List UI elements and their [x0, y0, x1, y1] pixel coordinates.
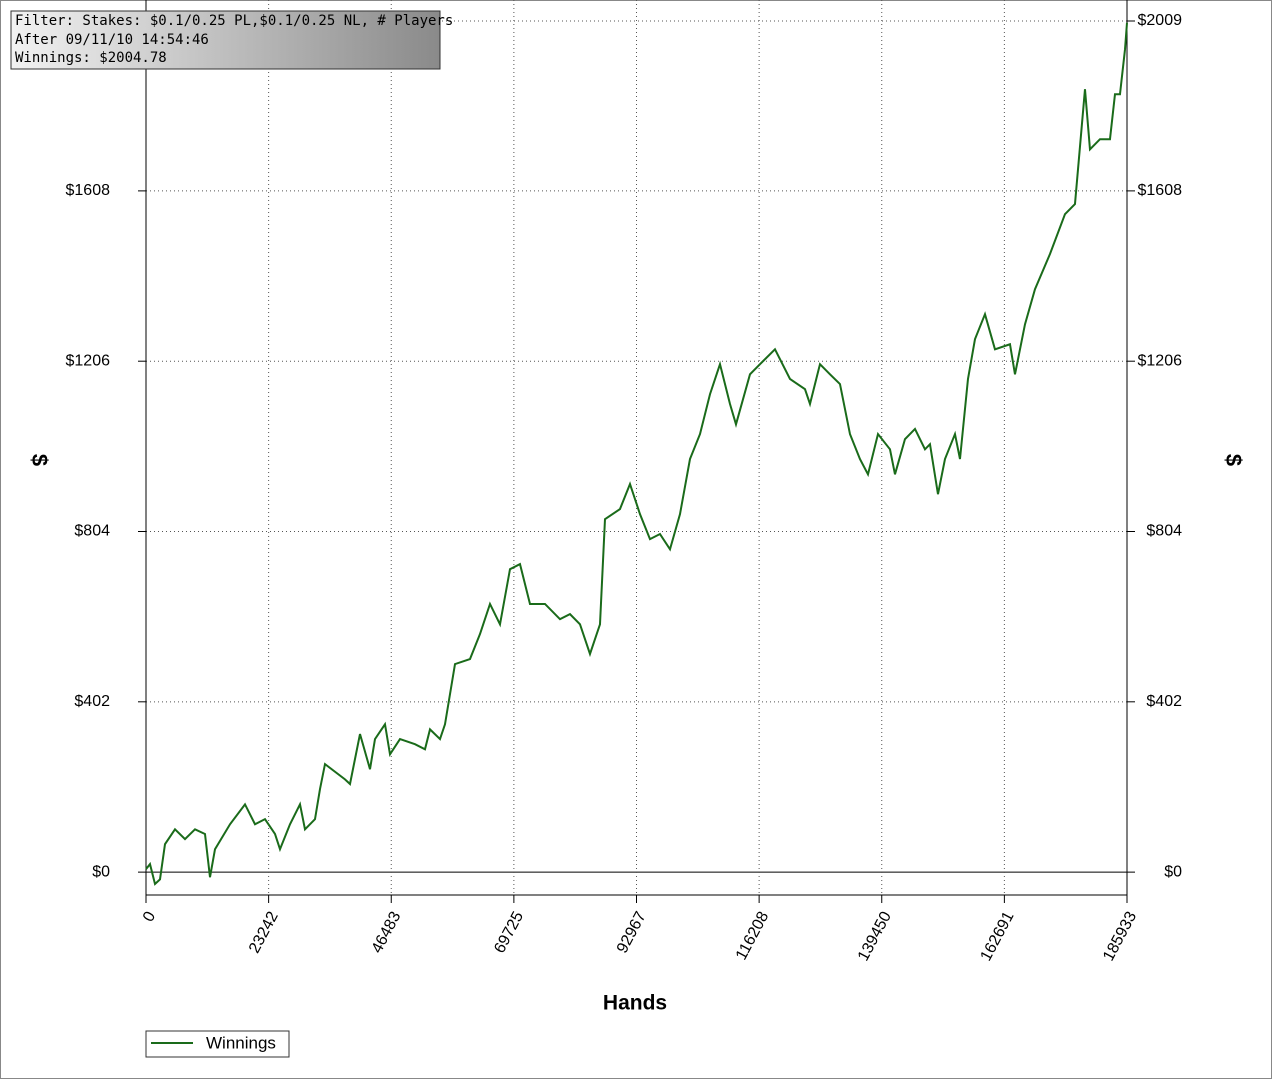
legend-label: Winnings — [206, 1033, 276, 1052]
legend: Winnings — [145, 1030, 290, 1058]
plot: $0 $0 $402 $402 $804 $804 $1206 $1206 $1608 $1608… — [66, 0, 1183, 964]
y-axis-label: $ — [27, 454, 52, 466]
y2-tick-label: $804 — [1146, 523, 1182, 540]
info-line: Winnings: $2004.78 — [15, 50, 167, 66]
y2-tick-label: $402 — [1146, 693, 1182, 710]
info-background — [10, 10, 441, 70]
y2-tick-label: $0 — [1164, 863, 1182, 880]
y-tick-label: $0 — [92, 863, 110, 880]
y2-tick-label: $2009 — [1138, 12, 1183, 29]
y2-tick-label: $1608 — [1138, 182, 1183, 199]
x-axis-label: Hands — [603, 992, 667, 1015]
info-line: After 09/11/10 14:54:46 — [15, 32, 209, 48]
y-tick-label: $804 — [74, 523, 110, 540]
info-box: Filter: Stakes: $0.1/0.25 PL,$0.1/0.25 N… — [10, 10, 453, 70]
y2-tick-label: $1206 — [1138, 352, 1183, 369]
y-tick-label: $1206 — [66, 352, 111, 369]
y2-axis-label: $ — [1221, 454, 1246, 466]
info-line: Filter: Stakes: $0.1/0.25 PL,$0.1/0.25 N… — [15, 13, 453, 29]
line — [145, 22, 1128, 886]
y-tick-label: $1608 — [66, 182, 111, 199]
y-tick-label: $402 — [74, 693, 110, 710]
